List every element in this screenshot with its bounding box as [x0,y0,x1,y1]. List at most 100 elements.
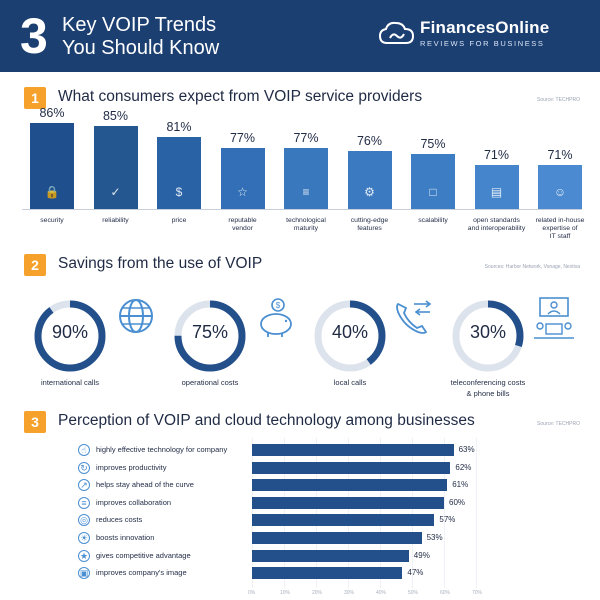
section2-source: Sources: Harbor Network, Vonage, Nextiva [484,264,580,270]
perception-row: ◎ reduces costs 57% [78,513,588,527]
perception-row: ↻ improves productivity 62% [78,461,588,475]
expectation-label: cutting-edge features [350,217,389,232]
piggy-bank-icon: $ [260,298,292,337]
expectation-value: 81% [166,120,192,134]
perception-value: 62% [455,462,472,472]
perception-row: ★ gives competitive advantage 49% [78,549,588,563]
perception-bar [252,549,409,562]
perception-bar [252,479,448,492]
donut-ring [314,300,386,372]
expectation-value: 71% [483,148,510,162]
expectation-label: technological maturity [286,217,326,232]
perception-value: 47% [407,568,424,578]
collaboration-icon: ≡ [78,496,90,509]
price-tag-icon: $ [175,185,183,199]
section3-number: 3 [24,411,46,433]
savings-donut: 75% [172,298,248,374]
expectation-value: 77% [229,131,256,145]
perception-label: improves collaboration [96,497,172,507]
perception-label: boosts innovation [96,533,155,542]
savings-label: operational costs [181,378,239,387]
perception-row: ▣ improves company's image 47% [78,566,588,580]
expectation-bar [411,154,455,209]
document-icon: ▤ [490,185,503,199]
donut-ring [452,300,524,372]
conference-icon [534,297,574,339]
expectation-item: 86% 🔒 security [22,106,82,244]
axis-tick-label: 20% [312,590,323,596]
brand-name: FinancesOnline [420,18,550,37]
axis-tick-label: 0% [248,590,256,596]
phone-arrows-icon [396,300,432,334]
perception-bar [252,567,403,580]
perception-row: ↗ helps stay ahead of the curve 61% [78,478,588,492]
perception-label: gives competitive advantage [96,550,191,560]
productivity-icon: ↻ [78,461,90,474]
donut-arc [452,300,524,372]
section1-bar-chart: 86% 🔒 security 85% ✓ reliability 81% $ price 77% ☆… [22,106,584,244]
expectation-item: 75% □ scalability [403,118,463,244]
donut-ring [174,300,246,372]
expectation-label: scalability [418,217,448,224]
section3-source: Source: TECHPRO [537,421,580,427]
expectation-bar [30,123,74,209]
brand-logo: FinancesOnline REVIEWS FOR BUSINESS [378,18,578,52]
expectation-value: 85% [102,109,129,123]
shield-check-icon: ✓ [110,185,121,199]
perception-bar [252,514,435,527]
savings-value: 90% [51,322,89,342]
donut-arc [34,300,106,372]
brand-tagline: REVIEWS FOR BUSINESS [420,39,545,48]
expectation-item: 81% $ price [149,118,209,244]
perception-row: ☝ highly effective technology for company… [78,443,588,457]
expectation-label: related in-house expertise of IT staff [535,217,585,240]
perception-bar [252,461,451,474]
grid-line [412,438,413,588]
expectation-label: reliability [102,217,129,224]
perception-bar [252,532,422,544]
section1-title: What consumers expect from VOIP service … [58,88,423,105]
section1-number: 1 [24,87,46,109]
donut-arc [314,300,386,372]
grid-line [380,438,381,588]
expand-icon: □ [429,185,437,199]
expectation-value: 75% [420,137,446,151]
expectation-item: 77% ☆ reputable vendor [213,118,273,244]
savings-label: international calls [41,378,99,387]
donut-arc [174,300,246,372]
savings-donut: 40% [312,298,388,374]
expert-icon: ☺ [553,185,567,199]
gears-icon: ⚙ [364,185,375,199]
trophy-icon: ★ [78,549,90,562]
axis-tick-label: 70% [472,590,483,596]
section3-title: Perception of VOIP and cloud technology … [58,412,475,429]
lock-icon: 🔒 [44,185,60,199]
expectation-bar [93,126,138,209]
page-title-line1: Key VOIP Trends [62,14,217,36]
section1-source: Source: TECHPRO [537,97,580,103]
perception-label: reduces costs [96,515,143,525]
savings-donut: 30% [450,298,526,374]
expectation-value: 86% [39,106,65,120]
donut-ring [34,300,106,372]
lightbulb-icon: ☀ [78,532,90,544]
globe-icon [119,299,153,333]
coins-icon: ◎ [78,514,90,527]
grid-line [476,438,477,588]
expectation-item: 76% ⚙ cutting-edge features [340,118,400,244]
perception-label: helps stay ahead of the curve [96,480,194,490]
cloud-logo-icon [378,21,415,44]
perception-label: improves productivity [96,462,167,472]
image-icon: ▣ [78,567,90,580]
header-banner: 3 Key VOIP Trends You Should Know Financ… [0,0,600,72]
expectation-value: 77% [293,131,319,145]
expectation-bar [284,148,328,209]
expectation-bar [538,165,582,209]
perception-label: improves company's image [96,568,187,578]
expectation-item: 85% ✓ reliability [86,109,146,244]
page-title: Key VOIP Trends You Should Know [62,14,262,60]
perception-bar [252,444,454,456]
perception-label: highly effective technology for company [96,445,228,454]
trend-up-icon: ↗ [78,479,90,492]
header-number: 3 [20,8,48,64]
